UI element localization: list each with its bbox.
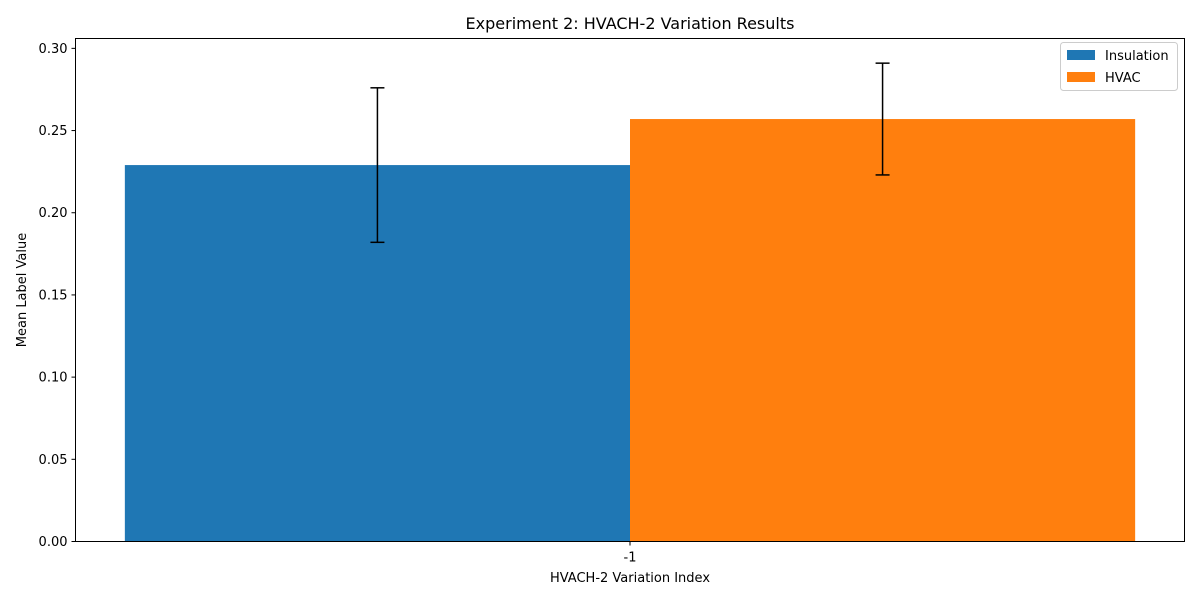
chart-title: Experiment 2: HVACH-2 Variation Results xyxy=(466,14,795,33)
x-axis: -1 xyxy=(624,541,637,566)
legend-swatch-insulation xyxy=(1067,50,1095,60)
bars-group xyxy=(124,119,1136,542)
x-axis-label: HVACH-2 Variation Index xyxy=(550,571,710,586)
y-tick-label: 0.25 xyxy=(39,124,68,139)
y-tick-label: 0.00 xyxy=(39,535,68,550)
bar-hvac xyxy=(630,119,1136,542)
legend-label-insulation: Insulation xyxy=(1105,49,1169,64)
y-axis-label: Mean Label Value xyxy=(15,233,30,347)
y-tick-label: 0.05 xyxy=(39,453,68,468)
legend-label-hvac: HVAC xyxy=(1105,71,1141,86)
legend: Insulation HVAC xyxy=(1060,42,1178,91)
error-bars-group xyxy=(370,62,890,244)
y-tick-label: 0.10 xyxy=(39,371,68,386)
y-tick-label: 0.30 xyxy=(39,42,68,57)
y-tick-label: 0.20 xyxy=(39,206,68,221)
y-axis: 0.00 0.05 0.10 0.15 0.20 0.25 0.30 xyxy=(39,42,76,550)
y-tick-label: 0.15 xyxy=(39,288,68,303)
legend-swatch-hvac xyxy=(1067,72,1095,82)
x-tick-label: -1 xyxy=(624,551,637,566)
